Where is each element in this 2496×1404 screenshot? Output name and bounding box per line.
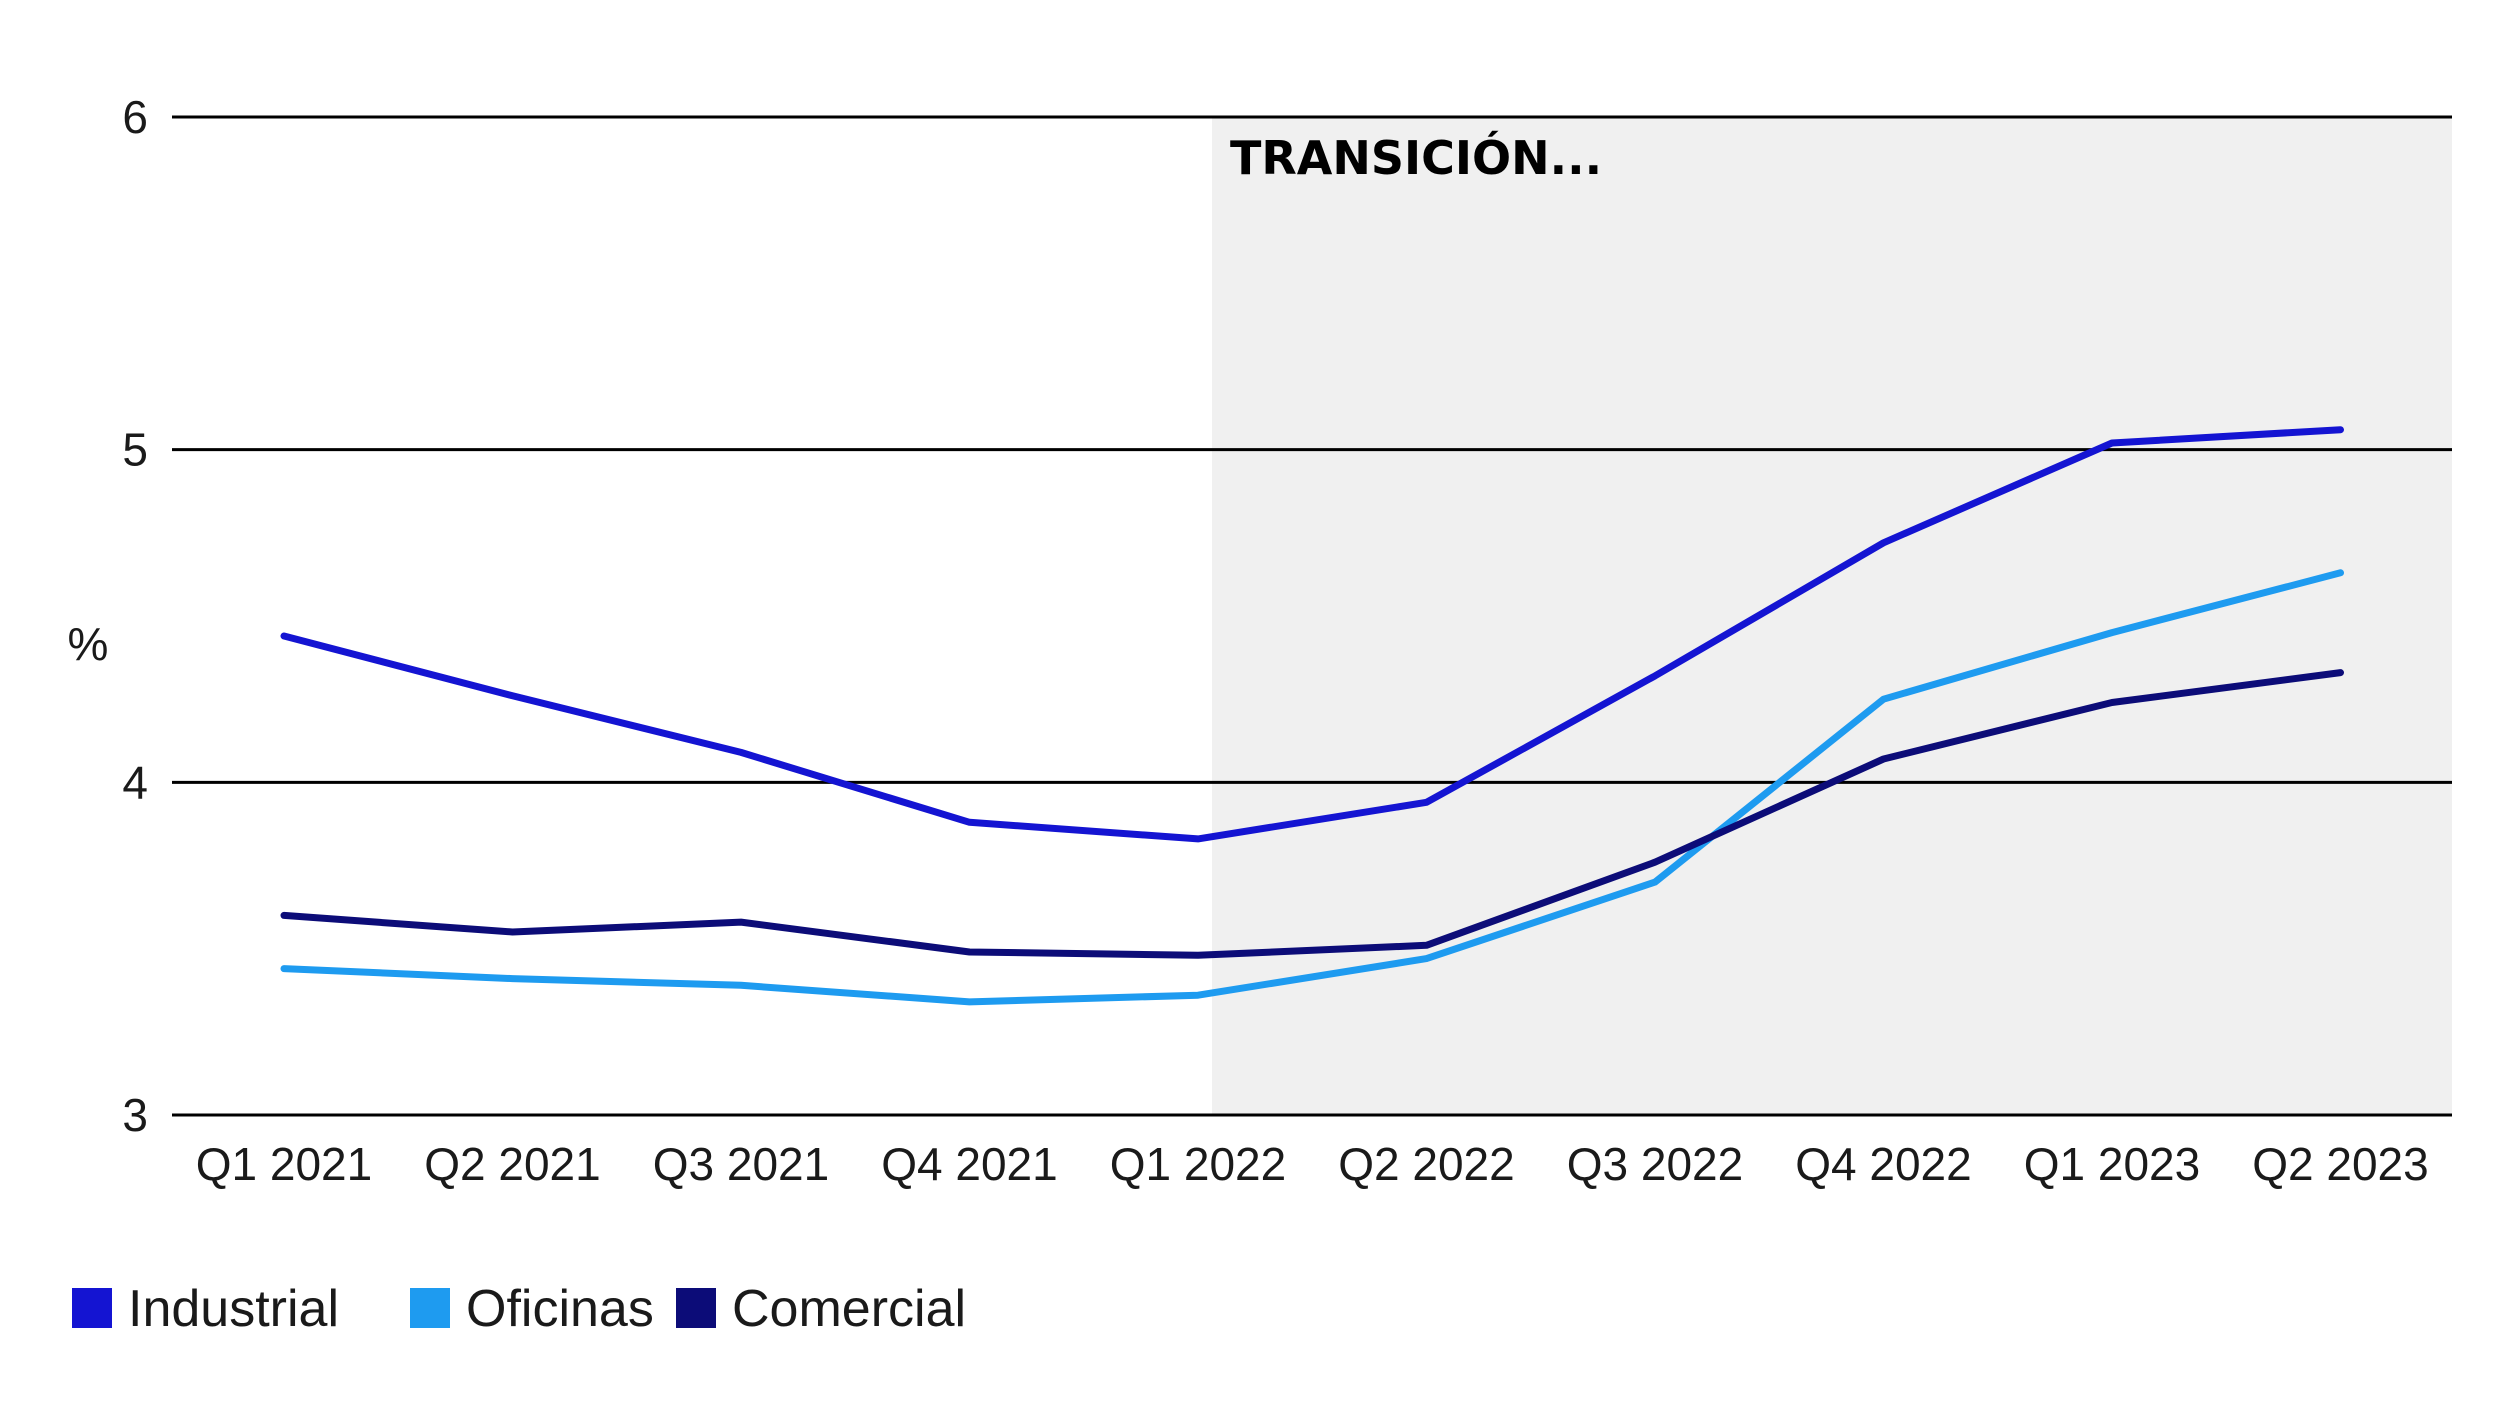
x-tick-label: Q2 2023 — [2252, 1138, 2428, 1190]
legend-swatch-oficinas — [410, 1288, 450, 1328]
x-tick-label: Q3 2022 — [1567, 1138, 1743, 1190]
series-line-industrial — [280, 426, 2344, 843]
y-tick-label: 4 — [122, 756, 148, 808]
legend-label-industrial: Industrial — [128, 1280, 339, 1338]
y-tick-labels: 3 4 5 6 — [122, 91, 148, 1141]
series-line-comercial — [280, 669, 2344, 959]
y-tick-label: 6 — [122, 91, 148, 143]
x-tick-label: Q1 2021 — [196, 1138, 372, 1190]
shaded-region-label: TRANSICIÓN... — [1230, 131, 1602, 185]
x-tick-label: Q4 2022 — [1795, 1138, 1971, 1190]
legend-label-oficinas: Oficinas — [466, 1280, 654, 1338]
legend: Industrial Oficinas Comercial — [72, 1280, 966, 1338]
x-tick-label: Q1 2023 — [2024, 1138, 2200, 1190]
x-tick-label: Q2 2021 — [424, 1138, 600, 1190]
series-line-oficinas — [280, 569, 2344, 1006]
y-axis-label: % — [68, 618, 109, 670]
series-lines — [280, 426, 2344, 1006]
legend-swatch-industrial — [72, 1288, 112, 1328]
x-tick-label: Q1 2022 — [1110, 1138, 1286, 1190]
y-tick-label: 3 — [122, 1089, 148, 1141]
legend-label-comercial: Comercial — [732, 1280, 966, 1338]
x-tick-label: Q2 2022 — [1338, 1138, 1514, 1190]
x-tick-labels: Q1 2021 Q2 2021 Q3 2021 Q4 2021 Q1 2022 Q2 20… — [196, 1138, 2429, 1190]
legend-swatch-comercial — [676, 1288, 716, 1328]
gridlines — [172, 115, 2452, 1117]
x-tick-label: Q3 2021 — [653, 1138, 829, 1190]
y-tick-label: 5 — [122, 424, 148, 476]
x-tick-label: Q4 2021 — [881, 1138, 1057, 1190]
